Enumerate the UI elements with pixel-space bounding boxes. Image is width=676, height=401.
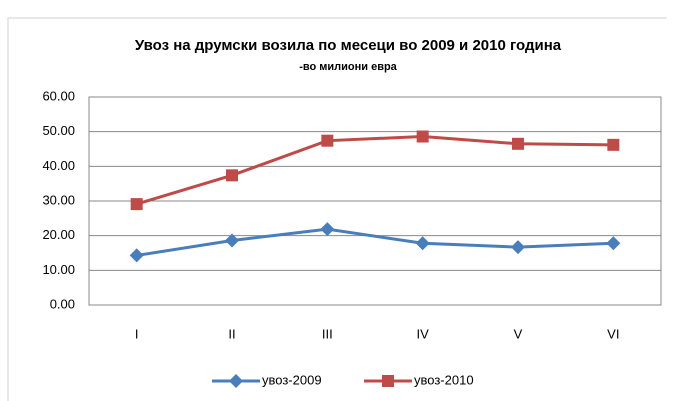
marker xyxy=(512,137,524,150)
y-tick-label: 10.00 xyxy=(42,262,75,277)
x-tick-label: I xyxy=(135,326,139,341)
x-tick-label: VI xyxy=(607,326,619,341)
legend-label: увоз-2010 xyxy=(414,372,474,387)
marker xyxy=(229,374,243,388)
y-tick-label: 60.00 xyxy=(42,88,75,103)
line xyxy=(136,135,614,206)
marker xyxy=(130,198,143,211)
x-tick-label: IV xyxy=(417,326,430,341)
x-tick-label: V xyxy=(514,326,523,341)
x-tick-label: II xyxy=(228,326,235,341)
y-tick-label: 20.00 xyxy=(42,227,75,242)
y-tick-label: 40.00 xyxy=(42,158,75,173)
marker xyxy=(511,240,525,255)
y-tick-label: 30.00 xyxy=(42,192,75,207)
y-tick-label: 50.00 xyxy=(42,123,75,138)
legend-label: увоз-2009 xyxy=(262,372,322,387)
marker xyxy=(320,222,335,237)
marker xyxy=(321,134,334,147)
chart-title: Увоз на друмски возила по месеци во 2009… xyxy=(135,37,562,54)
marker xyxy=(226,169,238,182)
marker xyxy=(416,130,429,143)
marker xyxy=(415,236,430,251)
x-tick-label: III xyxy=(322,326,333,341)
marker xyxy=(607,138,620,151)
y-tick-label: 0.00 xyxy=(50,296,75,311)
chart-subtitle: -во милиони евра xyxy=(299,61,397,73)
marker xyxy=(606,236,621,251)
marker xyxy=(129,248,144,263)
line xyxy=(136,227,614,257)
chart-border xyxy=(7,17,667,401)
marker xyxy=(382,375,394,387)
marker xyxy=(225,233,239,248)
